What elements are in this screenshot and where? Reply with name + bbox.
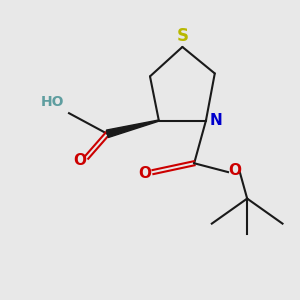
Polygon shape (106, 120, 159, 137)
Text: O: O (228, 163, 241, 178)
Text: N: N (209, 113, 222, 128)
Text: S: S (176, 28, 188, 46)
Text: HO: HO (41, 95, 64, 109)
Text: O: O (138, 166, 151, 181)
Text: O: O (73, 153, 86, 168)
